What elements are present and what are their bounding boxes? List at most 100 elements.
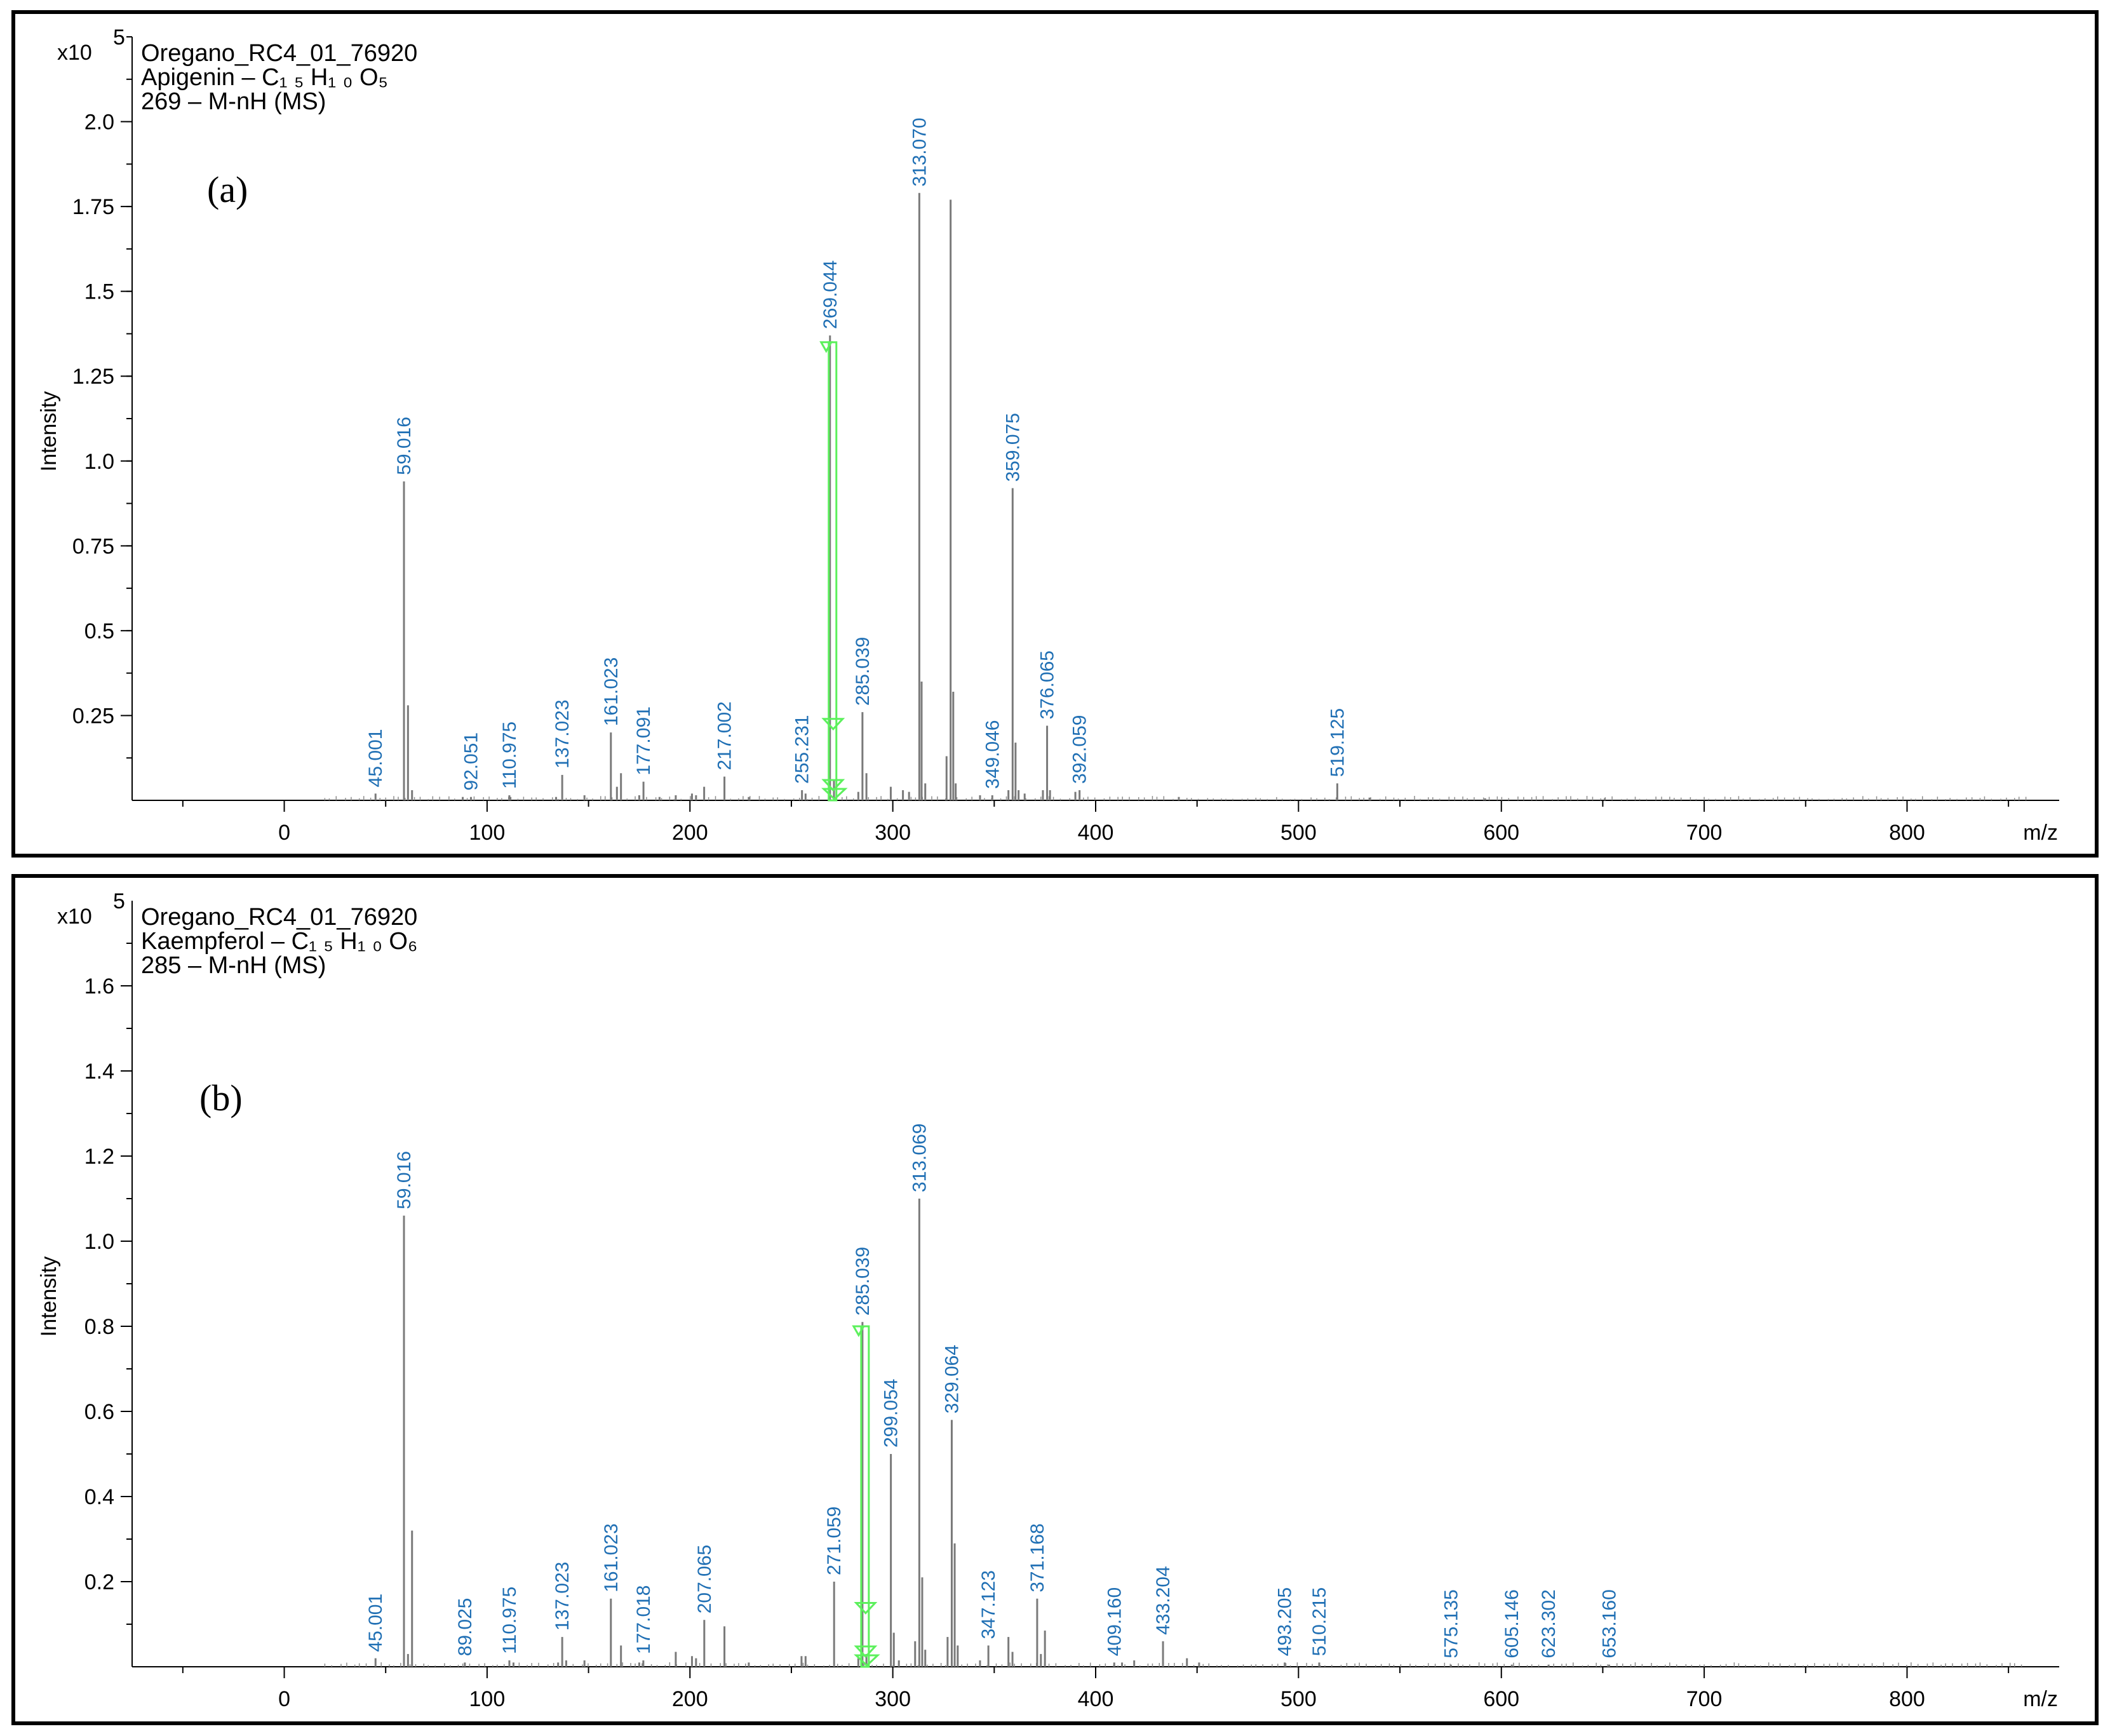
y-tick-label: 1.2 (84, 1145, 114, 1169)
x-tick-label: 0 (278, 821, 290, 845)
peak-label: 59.016 (394, 417, 415, 475)
peak-label: 349.046 (982, 720, 1003, 789)
y-tick-label: 0.2 (84, 1570, 114, 1594)
y-axis-label: Intensity (37, 1256, 61, 1337)
peak-label: 110.975 (499, 722, 520, 789)
spectrum-panel-a: 0.25 0.5 0.75 1.0 1.25 1.5 1.75 2.0 0 100 200 300 40… (11, 10, 2099, 858)
x-tick-label: 500 (1280, 1687, 1317, 1711)
peak-label: 137.023 (552, 1562, 573, 1631)
x-tick-label: 0 (278, 1687, 290, 1711)
x-tick-label: 100 (469, 821, 506, 845)
peak-label: 255.231 (792, 715, 813, 784)
y-tick-label: 0.8 (84, 1315, 114, 1339)
precursor-arrowhead (854, 1654, 880, 1667)
peak-label: 575.135 (1441, 1589, 1462, 1658)
panel-label: (b) (199, 1077, 243, 1119)
x-tick-label: 700 (1686, 821, 1723, 845)
spectrum-chart-a: 0.25 0.5 0.75 1.0 1.25 1.5 1.75 2.0 0 100 200 300 40… (37, 25, 2059, 845)
x-tick-label: 500 (1280, 821, 1317, 845)
peak-label: 207.065 (694, 1545, 715, 1613)
peak-label: 161.023 (601, 657, 622, 726)
precursor-arrowhead (819, 341, 833, 353)
peak-label: 376.065 (1037, 650, 1058, 719)
precursor-marker (828, 341, 838, 802)
peak-label: 89.025 (455, 1598, 476, 1657)
peak-label: 371.168 (1027, 1523, 1048, 1592)
y-tick-label: 1.5 (84, 280, 114, 304)
peak-label: 92.051 (461, 732, 482, 791)
y-multiplier: x10 (57, 905, 92, 929)
x-tick-label: 800 (1889, 1687, 1925, 1711)
peak-label: 269.044 (820, 260, 841, 329)
y-tick-label: 0.25 (72, 704, 114, 728)
x-tick-label: 100 (469, 1687, 506, 1711)
peak-label: 605.146 (1502, 1589, 1522, 1658)
peak-label: 510.215 (1309, 1587, 1330, 1656)
y-tick-label: 0.5 (84, 619, 114, 643)
info-line: Apigenin – C₁ ₅ H₁ ₀ O₅ (141, 64, 388, 91)
panel-label: (a) (207, 169, 248, 210)
x-tick-label: 600 (1483, 821, 1519, 845)
precursor-arrowhead (821, 788, 848, 801)
peak-label: 313.069 (909, 1124, 930, 1192)
precursor-arrowhead (854, 1645, 878, 1659)
peak-label: 519.125 (1327, 708, 1348, 777)
x-tick-label: 200 (672, 1687, 708, 1711)
precursor-marker (860, 1325, 870, 1668)
spectrum-chart-b: 0.2 0.4 0.6 0.8 1.0 1.2 1.4 1.6 0 100 200 300 400 500… (37, 889, 2059, 1711)
peak-label: 285.039 (852, 1247, 873, 1315)
y-multiplier: x10 (57, 41, 92, 65)
peak-label: 433.204 (1153, 1566, 1174, 1634)
peak-label: 359.075 (1002, 413, 1023, 481)
y-tick-label: 0.6 (84, 1400, 114, 1424)
x-tick-label: 300 (875, 1687, 911, 1711)
y-exponent: 5 (113, 889, 125, 913)
info-line: Kaempferol – C₁ ₅ H₁ ₀ O₆ (141, 928, 417, 955)
peak-label: 299.054 (881, 1379, 902, 1448)
info-line: Oregano_RC4_01_76920 (141, 40, 417, 67)
peak-label: 161.023 (601, 1523, 622, 1592)
peak-label: 392.059 (1070, 715, 1091, 784)
x-axis-label: m/z (2023, 1687, 2058, 1711)
peak-label: 177.091 (633, 706, 654, 775)
peak-label: 177.018 (633, 1585, 654, 1653)
info-line: 285 – M-nH (MS) (141, 952, 326, 979)
precursor-arrowhead (821, 779, 845, 792)
x-tick-label: 300 (875, 821, 911, 845)
y-tick-label: 0.4 (84, 1485, 114, 1509)
peak-label: 653.160 (1599, 1589, 1620, 1658)
peak-label: 285.039 (852, 637, 873, 706)
y-tick-label: 1.0 (84, 450, 114, 474)
peak-label: 59.016 (394, 1151, 415, 1209)
precursor-arrowhead (854, 1602, 878, 1615)
x-tick-label: 400 (1078, 1687, 1114, 1711)
x-tick-label: 600 (1483, 1687, 1519, 1711)
peak-label: 45.001 (365, 729, 386, 788)
info-line: Oregano_RC4_01_76920 (141, 904, 417, 931)
precursor-arrowhead (852, 1325, 866, 1338)
peak-label: 329.064 (941, 1345, 962, 1413)
x-axis-label: m/z (2023, 821, 2058, 845)
peak-label: 110.975 (499, 1587, 520, 1654)
spectrum-panel-b: 0.2 0.4 0.6 0.8 1.0 1.2 1.4 1.6 0 100 200 300 400 500… (11, 874, 2099, 1725)
peak-label: 493.205 (1275, 1587, 1296, 1656)
peak-label: 623.302 (1538, 1589, 1559, 1658)
x-tick-label: 200 (672, 821, 708, 845)
info-line: 269 – M-nH (MS) (141, 88, 326, 115)
peak-label: 409.160 (1104, 1587, 1125, 1656)
peak-label: 271.059 (824, 1507, 845, 1575)
y-tick-label: 1.25 (72, 365, 114, 389)
y-tick-label: 2.0 (84, 111, 114, 135)
peak-label: 217.002 (715, 701, 736, 770)
precursor-arrowhead (821, 718, 845, 730)
peak-label: 137.023 (552, 699, 573, 768)
y-exponent: 5 (113, 25, 125, 50)
x-tick-label: 400 (1078, 821, 1114, 845)
y-tick-label: 1.75 (72, 195, 114, 219)
y-tick-label: 1.4 (84, 1060, 114, 1084)
y-tick-label: 1.6 (84, 974, 114, 999)
x-tick-label: 700 (1686, 1687, 1723, 1711)
y-tick-label: 1.0 (84, 1230, 114, 1254)
x-tick-label: 800 (1889, 821, 1925, 845)
peak-label: 45.001 (365, 1594, 386, 1652)
